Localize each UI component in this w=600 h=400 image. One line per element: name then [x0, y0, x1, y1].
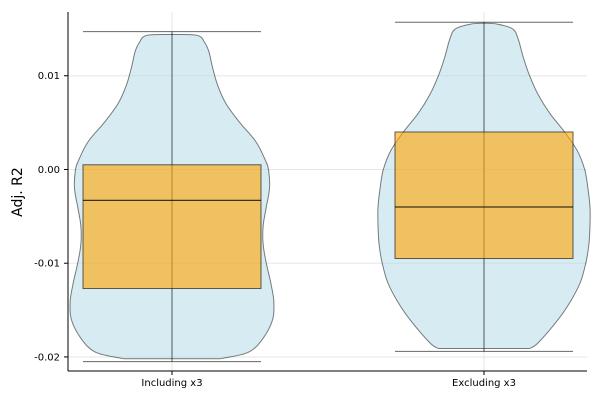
x-tick-label: Including x3 [141, 378, 202, 389]
y-tick-label: -0.02 [34, 352, 60, 363]
axes [67, 12, 587, 372]
y-tick-label: -0.01 [34, 259, 60, 270]
x-tick-label: Excluding x3 [452, 378, 516, 389]
y-tick-label: 0.01 [38, 71, 60, 82]
iqr-box [394, 131, 574, 260]
plot-area [69, 21, 591, 363]
group-2 [377, 21, 591, 352]
y-axis-label: Adj. R2 [10, 167, 26, 217]
group-1 [69, 31, 275, 363]
tick-labels: 0.01 0.00 -0.01 -0.02 Including x3 Excluding … [34, 71, 516, 389]
iqr-box [82, 164, 262, 290]
y-tick-label: 0.00 [38, 165, 60, 176]
